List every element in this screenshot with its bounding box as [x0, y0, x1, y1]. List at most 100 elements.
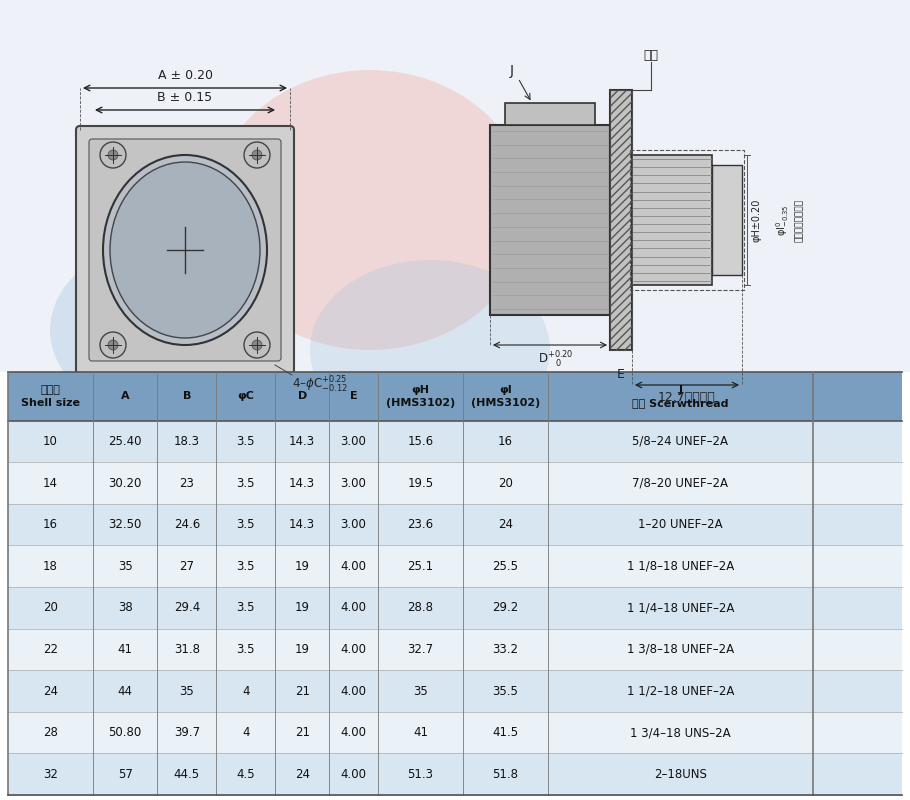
Text: 44.5: 44.5: [174, 768, 200, 781]
Bar: [610, 90, 632, 350]
Text: 20: 20: [43, 602, 58, 614]
Text: 16: 16: [498, 435, 513, 448]
Text: 50.80: 50.80: [108, 726, 142, 739]
Ellipse shape: [210, 70, 530, 350]
Text: 4.00: 4.00: [340, 643, 367, 656]
Text: 19: 19: [295, 643, 309, 656]
Bar: [8, 670, 902, 712]
Text: 3.5: 3.5: [237, 602, 255, 614]
Text: 3.5: 3.5: [237, 560, 255, 573]
Bar: [0, 0, 910, 372]
Ellipse shape: [310, 260, 550, 440]
Text: 1 1/2–18 UNEF–2A: 1 1/2–18 UNEF–2A: [627, 685, 734, 698]
Text: E: E: [617, 368, 625, 381]
Text: 3.00: 3.00: [340, 477, 367, 490]
Bar: [8, 372, 902, 421]
Text: 14.3: 14.3: [289, 477, 315, 490]
Text: 35.5: 35.5: [492, 685, 519, 698]
Text: 29.2: 29.2: [492, 602, 519, 614]
Circle shape: [252, 150, 262, 160]
Bar: [632, 155, 712, 285]
Text: 33.2: 33.2: [492, 643, 519, 656]
Text: 27: 27: [179, 560, 195, 573]
Text: 1 3/8–18 UNEF–2A: 1 3/8–18 UNEF–2A: [627, 643, 733, 656]
Text: 19: 19: [295, 602, 309, 614]
Text: 51.3: 51.3: [408, 768, 433, 781]
Text: 2–18UNS: 2–18UNS: [654, 768, 707, 781]
Text: 12.7（最大）: 12.7（最大）: [658, 391, 716, 404]
Text: 4.00: 4.00: [340, 560, 367, 573]
Text: D$^{+0.20}_{\ \ \ 0}$: D$^{+0.20}_{\ \ \ 0}$: [538, 350, 573, 370]
Text: 3.5: 3.5: [237, 477, 255, 490]
Text: 3.5: 3.5: [237, 435, 255, 448]
Text: 14: 14: [43, 477, 58, 490]
Ellipse shape: [103, 155, 267, 345]
Text: 35: 35: [413, 685, 428, 698]
Circle shape: [108, 150, 118, 160]
Text: 35: 35: [117, 560, 133, 573]
Text: 21: 21: [295, 685, 309, 698]
Text: 4: 4: [242, 685, 249, 698]
Bar: [610, 90, 632, 350]
Text: 18.3: 18.3: [174, 435, 200, 448]
Text: φI
(HMS3102): φI (HMS3102): [470, 385, 541, 407]
Circle shape: [100, 332, 126, 358]
Text: 57: 57: [117, 768, 133, 781]
Text: 24: 24: [498, 518, 513, 531]
Text: 20: 20: [498, 477, 513, 490]
Text: 25.40: 25.40: [108, 435, 142, 448]
Text: 39.7: 39.7: [174, 726, 200, 739]
Text: 1 1/4–18 UNEF–2A: 1 1/4–18 UNEF–2A: [627, 602, 734, 614]
Text: 4.00: 4.00: [340, 726, 367, 739]
Text: 23: 23: [179, 477, 194, 490]
Text: 19.5: 19.5: [408, 477, 434, 490]
Text: 41.5: 41.5: [492, 726, 519, 739]
Ellipse shape: [110, 162, 260, 338]
Text: 15.6: 15.6: [408, 435, 434, 448]
Text: J: J: [510, 64, 514, 78]
Text: 14.3: 14.3: [289, 435, 315, 448]
Text: 3.5: 3.5: [237, 518, 255, 531]
Text: 3.00: 3.00: [340, 435, 367, 448]
Text: 32.7: 32.7: [408, 643, 434, 656]
Text: 41: 41: [117, 643, 133, 656]
Text: 4: 4: [242, 726, 249, 739]
Circle shape: [108, 340, 118, 350]
Text: A ± 0.20: A ± 0.20: [157, 69, 213, 82]
Text: D: D: [298, 391, 307, 402]
Text: 1 3/4–18 UNS–2A: 1 3/4–18 UNS–2A: [630, 726, 731, 739]
Text: 1 1/8–18 UNEF–2A: 1 1/8–18 UNEF–2A: [627, 560, 733, 573]
Text: 25.5: 25.5: [492, 560, 519, 573]
Text: φC: φC: [238, 391, 254, 402]
Text: 3.5: 3.5: [237, 643, 255, 656]
Text: 22: 22: [43, 643, 58, 656]
Text: 28.8: 28.8: [408, 602, 433, 614]
Text: 31.8: 31.8: [174, 643, 200, 656]
Text: 壳体号
Shell size: 壳体号 Shell size: [21, 385, 80, 407]
Text: 10: 10: [43, 435, 58, 448]
Text: 44: 44: [117, 685, 133, 698]
Text: 35: 35: [179, 685, 194, 698]
Text: 4.5: 4.5: [237, 768, 255, 781]
FancyBboxPatch shape: [76, 126, 294, 374]
Bar: [712, 165, 742, 275]
Text: φI$^{  0}_{-0.35}$: φI$^{ 0}_{-0.35}$: [774, 204, 791, 236]
Text: φH
(HMS3102): φH (HMS3102): [386, 385, 455, 407]
Text: 41: 41: [413, 726, 428, 739]
Text: 32: 32: [43, 768, 58, 781]
Bar: [8, 629, 902, 670]
Bar: [8, 504, 902, 546]
Text: 24.6: 24.6: [174, 518, 200, 531]
Text: 19: 19: [295, 560, 309, 573]
Bar: [505, 103, 595, 125]
Text: 4.00: 4.00: [340, 768, 367, 781]
Text: 38: 38: [117, 602, 133, 614]
FancyBboxPatch shape: [89, 139, 281, 361]
Text: B ± 0.15: B ± 0.15: [157, 91, 213, 104]
Text: 51.8: 51.8: [492, 768, 519, 781]
Circle shape: [252, 340, 262, 350]
Text: 32.50: 32.50: [108, 518, 142, 531]
Text: A: A: [121, 391, 129, 402]
Text: 25.1: 25.1: [408, 560, 434, 573]
Bar: [8, 587, 902, 629]
